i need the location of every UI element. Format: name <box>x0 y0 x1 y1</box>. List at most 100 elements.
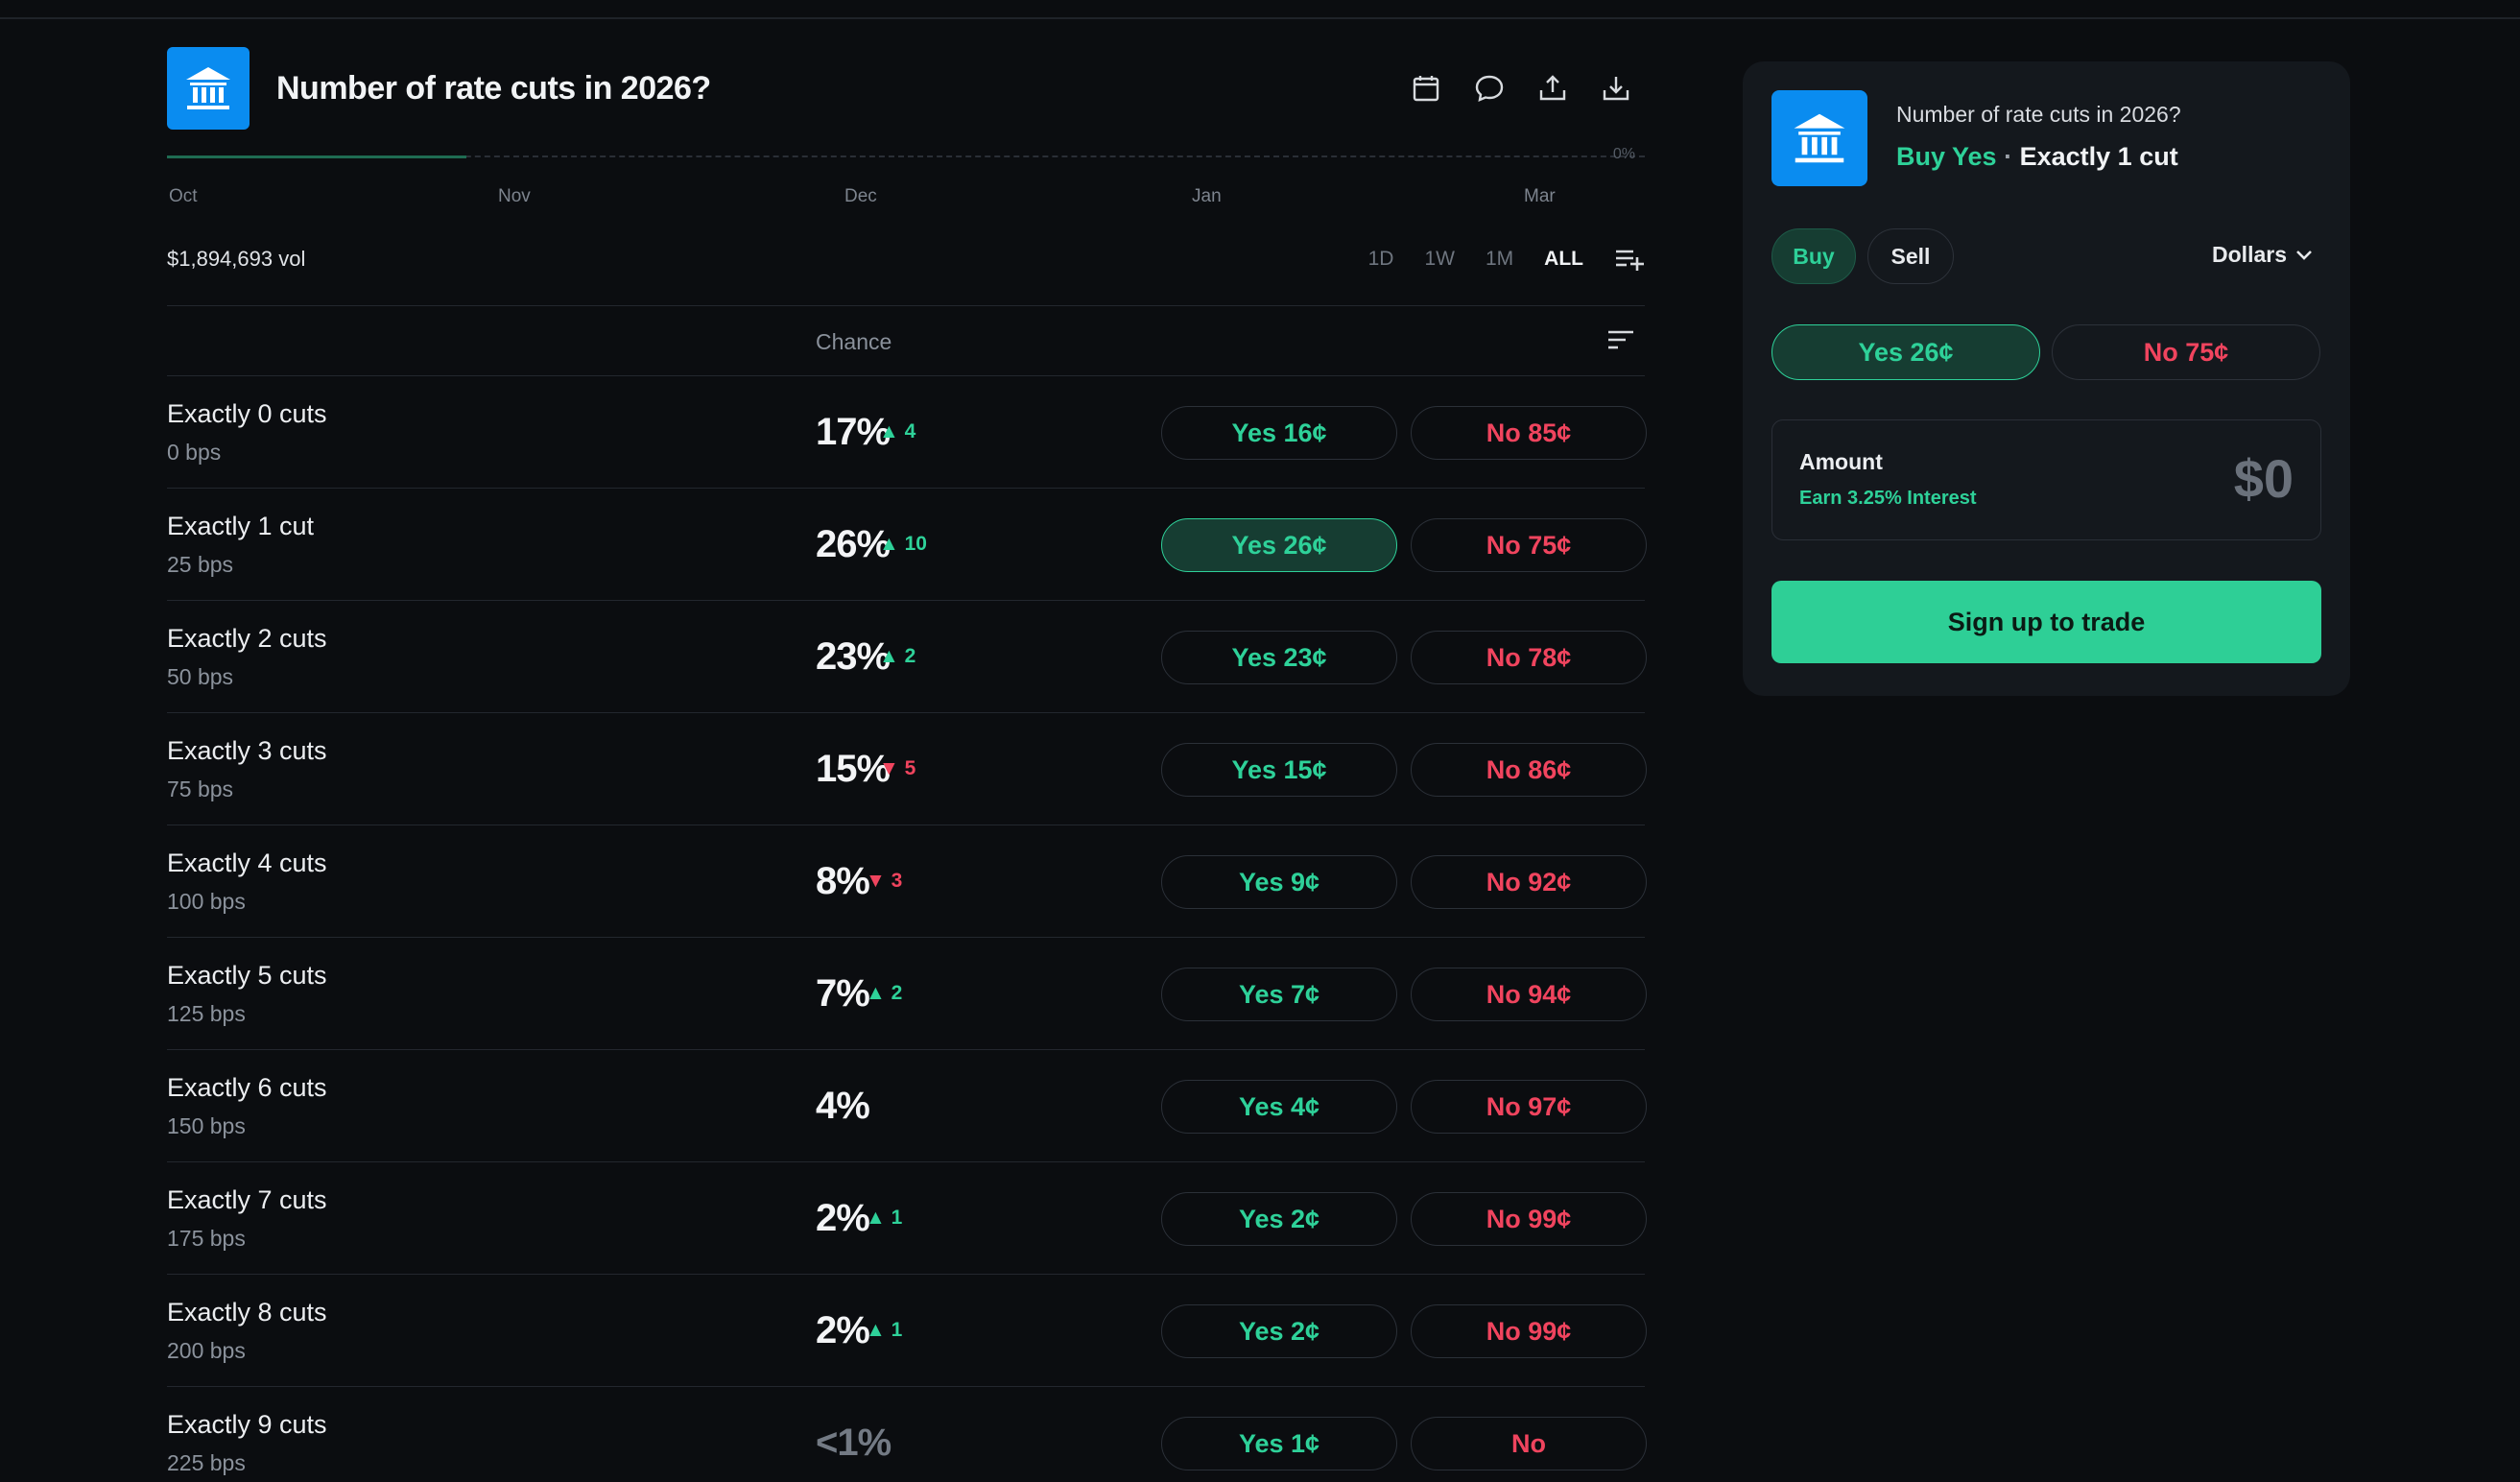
panel-market-title: Number of rate cuts in 2026? <box>1896 102 2181 127</box>
calendar-icon[interactable] <box>1407 69 1445 108</box>
outcome-row[interactable]: Exactly 0 cuts 0 bps 17% ▲ 4 Yes 16¢ No 85¢ <box>167 376 1647 489</box>
sort-icon[interactable] <box>1606 327 1635 357</box>
chart-x-axis: Oct Nov Dec Jan Mar <box>167 186 1645 215</box>
market-main: Number of rate cuts in 2026? 0% Oct Nov … <box>167 46 1647 1482</box>
outcome-chance: 15% <box>816 748 891 790</box>
no-button[interactable]: No <box>1411 1417 1647 1470</box>
range-1d[interactable]: 1D <box>1367 248 1394 270</box>
outcome-chance: 8% <box>816 860 870 902</box>
outcome-row[interactable]: Exactly 3 cuts 75 bps 15% ▼ 5 Yes 15¢ No 86¢ <box>167 713 1647 825</box>
chance-change-value: 2 <box>891 982 903 1004</box>
panel-no-button[interactable]: No 75¢ <box>2052 324 2320 380</box>
list-add-icon[interactable] <box>1614 246 1645 273</box>
outcomes-list: Exactly 0 cuts 0 bps 17% ▲ 4 Yes 16¢ No 85¢ Ex… <box>167 376 1647 1482</box>
no-button[interactable]: No 86¢ <box>1411 743 1647 797</box>
outcome-name: Exactly 0 cuts <box>167 399 327 428</box>
triangle-up-icon: ▲ <box>866 1207 892 1229</box>
range-all[interactable]: ALL <box>1544 248 1583 270</box>
chance-change-value: 10 <box>904 533 927 555</box>
outcome-chance: 7% <box>816 972 870 1015</box>
chance-change: ▲ 10 <box>879 533 927 556</box>
outcome-bps: 25 bps <box>167 552 234 577</box>
buy-tab[interactable]: Buy <box>1771 228 1856 284</box>
no-button[interactable]: No 75¢ <box>1411 518 1647 572</box>
panel-yes-button[interactable]: Yes 26¢ <box>1771 324 2040 380</box>
outcome-chance: 2% <box>816 1197 870 1239</box>
no-button[interactable]: No 99¢ <box>1411 1192 1647 1246</box>
price-chart[interactable]: 0% Oct Nov Dec Jan Mar <box>167 140 1645 207</box>
no-button[interactable]: No 78¢ <box>1411 631 1647 684</box>
no-button[interactable]: No 94¢ <box>1411 968 1647 1021</box>
outcome-name: Exactly 2 cuts <box>167 624 327 653</box>
chevron-down-icon <box>2294 249 2314 262</box>
download-icon[interactable] <box>1597 69 1635 108</box>
yes-button[interactable]: Yes 16¢ <box>1161 406 1397 460</box>
chance-change: ▲ 2 <box>879 645 915 668</box>
currency-dropdown[interactable]: Dollars <box>2212 242 2314 268</box>
chance-column-header: Chance <box>816 329 892 354</box>
outcome-name: Exactly 1 cut <box>167 512 315 540</box>
range-selector: 1D 1W 1M ALL <box>1368 246 1645 273</box>
chance-change: ▲ 4 <box>879 420 915 443</box>
triangle-up-icon: ▲ <box>879 533 905 555</box>
chance-change-value: 3 <box>891 870 903 892</box>
no-button[interactable]: No 99¢ <box>1411 1304 1647 1358</box>
yes-button[interactable]: Yes 1¢ <box>1161 1417 1397 1470</box>
outcome-chance: 2% <box>816 1309 870 1351</box>
outcome-row[interactable]: Exactly 8 cuts 200 bps 2% ▲ 1 Yes 2¢ No 99¢ <box>167 1275 1647 1387</box>
currency-label: Dollars <box>2212 242 2287 267</box>
amount-value[interactable]: $0 <box>2233 448 2294 509</box>
yes-button[interactable]: Yes 9¢ <box>1161 855 1397 909</box>
outcome-name: Exactly 4 cuts <box>167 849 327 877</box>
top-divider <box>0 17 2520 19</box>
outcome-chance: 26% <box>816 523 891 565</box>
outcome-row[interactable]: Exactly 9 cuts 225 bps <1% Yes 1¢ No <box>167 1387 1647 1482</box>
yes-button[interactable]: Yes 26¢ <box>1161 518 1397 572</box>
outcome-row[interactable]: Exactly 7 cuts 175 bps 2% ▲ 1 Yes 2¢ No 99¢ <box>167 1162 1647 1275</box>
signup-button[interactable]: Sign up to trade <box>1771 581 2321 663</box>
chance-change: ▲ 1 <box>866 1319 902 1342</box>
range-1m[interactable]: 1M <box>1485 248 1514 270</box>
outcome-bps: 175 bps <box>167 1226 246 1251</box>
panel-outcome: Exactly 1 cut <box>2019 142 2178 171</box>
no-button[interactable]: No 97¢ <box>1411 1080 1647 1134</box>
share-icon[interactable] <box>1533 69 1572 108</box>
outcome-row[interactable]: Exactly 5 cuts 125 bps 7% ▲ 2 Yes 7¢ No 94¢ <box>167 938 1647 1050</box>
volume-row: $1,894,693 vol 1D 1W 1M ALL <box>167 230 1645 288</box>
no-button[interactable]: No 85¢ <box>1411 406 1647 460</box>
yes-button[interactable]: Yes 2¢ <box>1161 1192 1397 1246</box>
chance-change: ▲ 1 <box>866 1207 902 1230</box>
outcome-bps: 150 bps <box>167 1113 246 1138</box>
outcome-chance: <1% <box>816 1422 892 1464</box>
no-button[interactable]: No 92¢ <box>1411 855 1647 909</box>
outcome-bps: 100 bps <box>167 889 246 914</box>
panel-separator: · <box>2004 142 2013 171</box>
sell-tab[interactable]: Sell <box>1867 228 1954 284</box>
bank-icon <box>1771 90 1867 186</box>
outcome-bps: 225 bps <box>167 1450 246 1475</box>
outcome-row[interactable]: Exactly 4 cuts 100 bps 8% ▼ 3 Yes 9¢ No 92¢ <box>167 825 1647 938</box>
outcome-name: Exactly 9 cuts <box>167 1410 327 1439</box>
outcomes-table-header: Chance <box>167 305 1645 376</box>
triangle-up-icon: ▲ <box>866 982 892 1004</box>
outcome-row[interactable]: Exactly 1 cut 25 bps 26% ▲ 10 Yes 26¢ No 75¢ <box>167 489 1647 601</box>
amount-label: Amount <box>1799 449 1883 474</box>
range-1w[interactable]: 1W <box>1424 248 1455 270</box>
chance-change-value: 1 <box>891 1319 903 1341</box>
panel-selection: Buy Yes · Exactly 1 cut <box>1896 142 2178 172</box>
yes-button[interactable]: Yes 4¢ <box>1161 1080 1397 1134</box>
interest-label: Earn 3.25% Interest <box>1799 488 1977 509</box>
yes-button[interactable]: Yes 2¢ <box>1161 1304 1397 1358</box>
chance-change-value: 2 <box>904 645 916 667</box>
yes-button[interactable]: Yes 15¢ <box>1161 743 1397 797</box>
x-tick: Nov <box>498 186 531 206</box>
outcome-row[interactable]: Exactly 6 cuts 150 bps 4% Yes 4¢ No 97¢ <box>167 1050 1647 1162</box>
chance-change: ▼ 3 <box>866 870 902 893</box>
triangle-down-icon: ▼ <box>866 870 892 892</box>
yes-button[interactable]: Yes 7¢ <box>1161 968 1397 1021</box>
comment-icon[interactable] <box>1470 69 1509 108</box>
yes-button[interactable]: Yes 23¢ <box>1161 631 1397 684</box>
page-title: Number of rate cuts in 2026? <box>276 69 711 107</box>
amount-field[interactable]: Amount Earn 3.25% Interest $0 <box>1771 419 2321 540</box>
outcome-row[interactable]: Exactly 2 cuts 50 bps 23% ▲ 2 Yes 23¢ No 78¢ <box>167 601 1647 713</box>
